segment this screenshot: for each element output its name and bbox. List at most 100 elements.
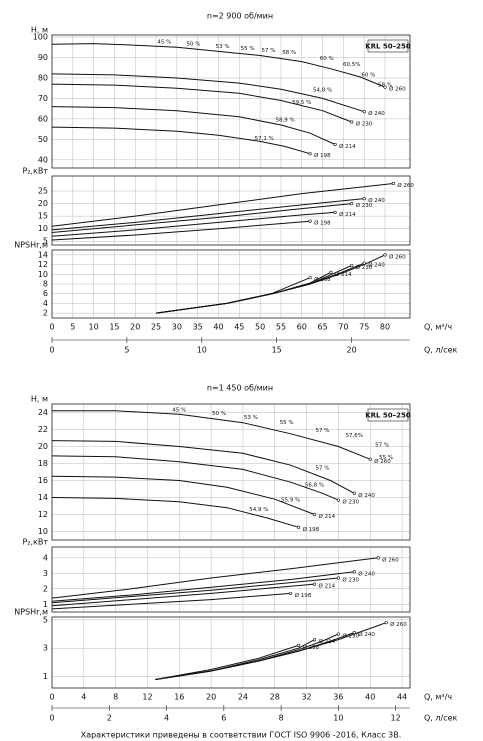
x-tick-label: 4 [81,693,86,702]
footer: Характеристики приведены в соответствии … [81,731,402,740]
curve-end [352,631,356,635]
curve-end [333,210,337,214]
x-tick-label: 15 [109,323,119,332]
x-tick-label: 25 [151,323,161,332]
curve [51,440,355,494]
curve-end [350,120,354,124]
curve-end [368,457,372,461]
efficiency-label: 55,9 % [281,498,300,504]
x-tick-label: 55 [276,323,286,332]
curve-label: Ø 198 [303,526,320,533]
x-tick-label: 16 [174,693,184,702]
curve-end [312,638,317,642]
curve-label: Ø 214 [339,143,356,150]
curve-end [383,253,387,257]
x2-axis-label: Q, л/сек [424,346,458,355]
curve-label: Ø 260 [389,86,406,93]
y-tick-label: 5 [43,615,48,624]
curve-end [336,576,341,580]
x2-tick-label: 5 [124,346,129,355]
x2-tick-label: 6 [221,714,226,723]
x2-tick-label: 12 [391,714,401,723]
curve [155,622,387,680]
curve-end [329,270,333,274]
y-tick-label: 24 [38,408,48,417]
efficiency-label: 58 % [378,83,392,89]
y-tick-label: 70 [38,94,48,103]
curve-label: Ø 240 [368,110,385,117]
curve [51,183,394,227]
curve-label: Ø 240 [358,492,375,499]
efficiency-label: 57,6% [346,433,363,439]
curve [51,126,311,155]
curve-label: Ø 198 [314,220,331,227]
x2-tick-label: 0 [49,714,54,723]
efficiency-label: 45 % [157,40,171,46]
curve-label: Ø 240 [358,631,375,638]
curve-end [297,525,301,529]
curve-end [336,632,341,636]
efficiency-label: 58 % [282,50,296,56]
x-tick-label: 80 [380,323,390,332]
curve-end [383,85,387,89]
curve-label: Ø 214 [339,211,356,218]
y-tick-label: 25 [38,187,48,196]
y-tick-label: 60 [38,114,48,123]
curve [155,639,315,680]
y-tick-label: 18 [38,459,48,468]
model-label: KRL 50–250 [365,412,411,420]
y-tick-label: 16 [38,476,48,485]
curve-label: Ø 214 [335,271,352,278]
efficiency-label: 54,8 % [313,88,332,94]
panel-frame [51,546,411,613]
x-tick-label: 5 [70,323,75,332]
curve-label: Ø 230 [342,633,359,640]
y-tick-label: 3 [43,569,48,578]
efficiency-label: 57 % [315,465,329,471]
y-tick-label: 2 [43,309,48,318]
efficiency-label: 53 % [216,44,230,50]
x2-tick-label: 15 [272,346,282,355]
x-tick-label: 65 [317,323,327,332]
y-tick-label: 10 [38,270,48,279]
y-tick-label: 20 [38,199,48,208]
panel-frame [51,175,411,246]
y-tick-label: 2 [43,584,48,593]
curve-label: Ø 214 [319,638,336,645]
y-tick-label: 90 [38,53,48,62]
curve [51,83,352,123]
curve-end [333,142,337,147]
y-tick-label: 12 [38,510,48,519]
efficiency-label: 45 % [172,407,186,413]
curve-end [312,582,317,586]
x2-axis-label: Q, л/сек [424,714,458,723]
curve-label: Ø 198 [314,276,331,283]
curve-end [352,491,356,495]
chart-title: n=1 450 об/мин [207,384,273,393]
curve-label: Ø 214 [319,513,336,520]
curve-label: Ø 214 [319,583,336,590]
y-axis-label: H, м [31,26,48,35]
curve-end [308,219,312,223]
y-tick-label: 100 [33,33,48,42]
y-tick-label: 22 [38,425,48,434]
efficiency-label: 53 % [244,415,258,421]
curve-end [350,263,354,268]
curve-end [376,556,380,560]
x-tick-label: 35 [193,323,203,332]
efficiency-label: 54,9 % [249,507,268,513]
curve [51,203,352,233]
x2-tick-label: 8 [279,714,284,723]
y-tick-label: 15 [38,212,48,221]
x2-tick-label: 0 [49,346,54,355]
y-tick-label: 40 [38,155,48,164]
y-tick-label: 4 [43,553,48,562]
y-tick-label: 4 [43,299,48,308]
curve [51,592,291,610]
y-tick-label: 5 [43,237,48,246]
x-tick-label: 45 [234,323,244,332]
x-tick-label: 32 [301,693,311,702]
x-tick-label: 12 [142,693,152,702]
curve-end [312,512,317,517]
